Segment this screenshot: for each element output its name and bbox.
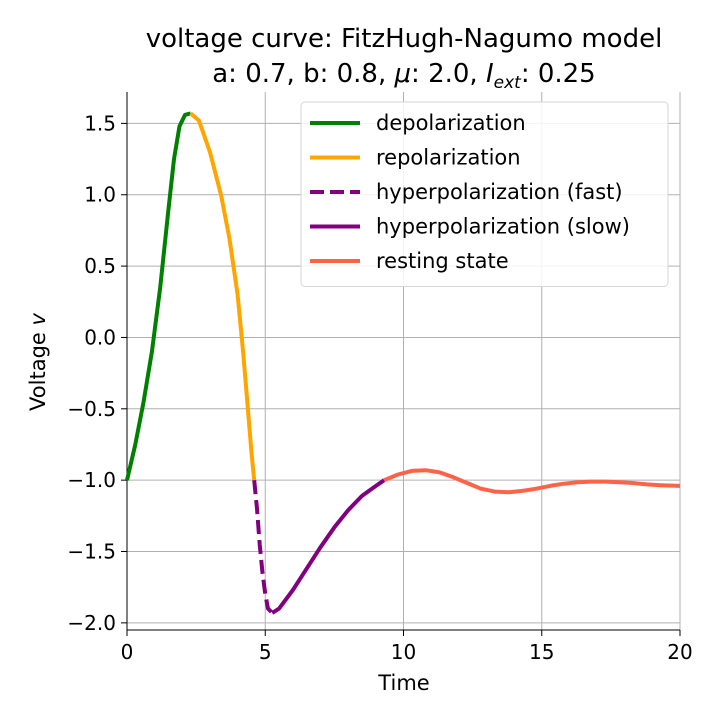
legend-label-hyperpolarization-slow: hyperpolarization (slow) [376, 215, 630, 239]
legend-label-depolarization: depolarization [376, 111, 526, 135]
x-tick-label-0: 0 [121, 640, 134, 664]
y-tick-label-2: 0.5 [84, 254, 116, 278]
title-mu-symbol: μ [394, 59, 412, 89]
x-axis-label: Time [377, 671, 429, 695]
title-I-symbol: I [486, 59, 494, 89]
x-tick-label-2: 10 [391, 640, 416, 664]
legend-label-repolarization: repolarization [376, 146, 521, 170]
series-line-resting-state [383, 468, 681, 495]
y-tick-label-4: −0.5 [67, 397, 116, 421]
legend-label-hyperpolarization-fast: hyperpolarization (fast) [376, 180, 623, 204]
legend: depolarization repolarization hyperpolariz… [300, 101, 669, 287]
title-ext-subscript: ext [494, 73, 523, 93]
y-axis-label-var: v [26, 312, 50, 325]
series-line-repolarization [189, 111, 257, 481]
series-line-hyperpolarization-slow [271, 478, 386, 615]
title-params-end: : 0.25 [521, 59, 596, 89]
chart-title-line2: a: 0.7, b: 0.8, μ: 2.0, Iext: 0.25 [212, 59, 595, 93]
title-params-mid: : 2.0, [411, 59, 486, 89]
y-tick-label-7: −2.0 [67, 611, 116, 635]
y-tick-label-5: −1.0 [67, 468, 116, 492]
legend-box [300, 101, 669, 287]
y-axis-label: Voltage v [26, 312, 50, 410]
y-axis-label-prefix: Voltage [26, 325, 50, 410]
y-tick-label-6: −1.5 [67, 540, 116, 564]
x-tick-label-1: 5 [259, 640, 272, 664]
y-tick-label-0: 1.5 [84, 111, 116, 135]
x-tick-label-4: 20 [667, 640, 692, 664]
x-tick-label-3: 15 [529, 640, 554, 664]
y-tick-label-3: 0.0 [84, 325, 116, 349]
series-line-hyperpolarization-fast [252, 480, 274, 615]
axis-ticks: 0 5 10 15 20 1.5 1.0 0.5 0.0 −0.5 −1.0 −1.5 −2.0 [67, 111, 692, 664]
title-params-prefix: a: 0.7, b: 0.8, [212, 59, 394, 89]
y-tick-label-1: 1.0 [84, 183, 116, 207]
series-line-depolarization [125, 111, 192, 481]
legend-label-resting-state: resting state [376, 249, 509, 273]
series-lines [125, 111, 681, 615]
chart-title-line1: voltage curve: FitzHugh-Nagumo model [146, 24, 663, 54]
